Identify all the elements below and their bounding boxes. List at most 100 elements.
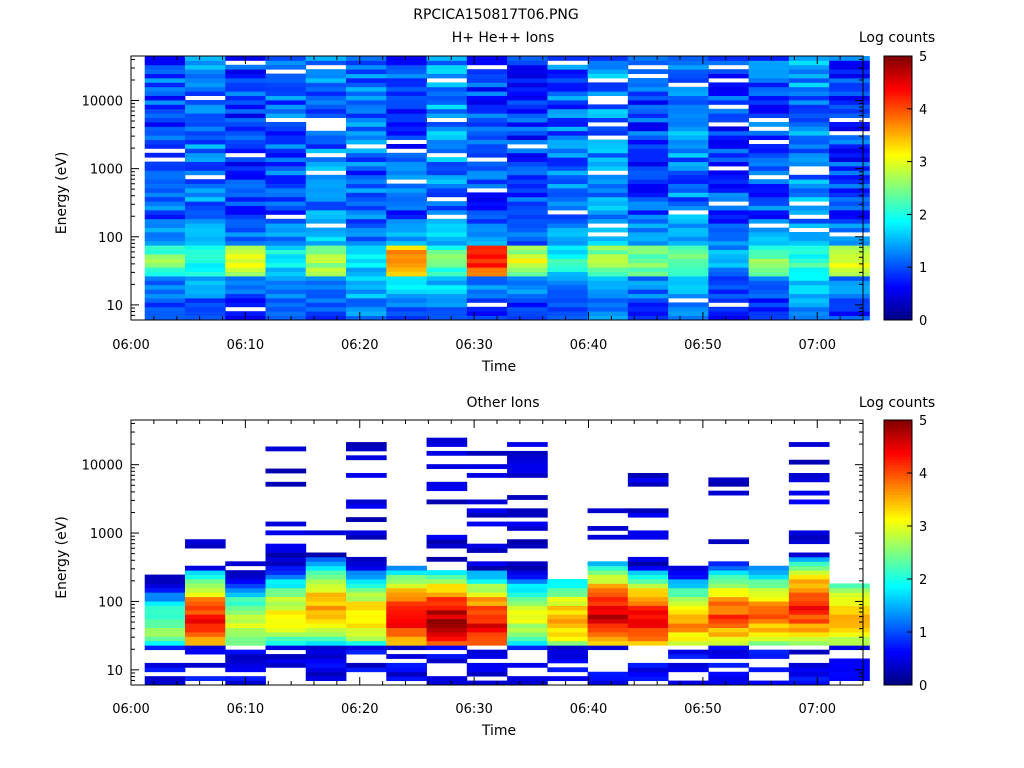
- heatmap-cell: [265, 284, 307, 290]
- heatmap-cell: [466, 293, 508, 299]
- heatmap-cell: [668, 201, 709, 206]
- heatmap-cell: [507, 526, 548, 531]
- heatmap-cell: [144, 258, 186, 264]
- heatmap-cell: [708, 609, 750, 615]
- colorbar-swatch: [884, 538, 912, 543]
- heatmap-cell: [225, 82, 266, 88]
- heatmap-cell: [466, 210, 508, 215]
- heatmap-cell: [829, 676, 870, 681]
- heatmap-cell: [587, 130, 629, 136]
- heatmap-cell: [346, 583, 387, 589]
- heatmap-cell: [748, 609, 790, 615]
- heatmap-cell: [466, 654, 508, 659]
- heatmap-cell: [627, 135, 669, 140]
- heatmap-cell: [386, 183, 427, 189]
- heatmap-cell: [507, 258, 548, 264]
- heatmap-cell: [708, 276, 750, 281]
- heatmap-cell: [587, 139, 629, 145]
- heatmap-cell: [426, 192, 468, 198]
- heatmap-cell: [265, 170, 307, 176]
- y-tick-label: 100: [98, 595, 123, 610]
- colorbar-swatch: [884, 554, 912, 559]
- heatmap-cell: [466, 450, 508, 456]
- heatmap-cell: [668, 570, 709, 575]
- heatmap-cell: [627, 640, 669, 646]
- heatmap-cell: [627, 254, 669, 259]
- heatmap-cell: [144, 284, 186, 290]
- x-tick-label: 07:00: [799, 338, 836, 353]
- heatmap-cell: [305, 298, 347, 303]
- heatmap-cell: [386, 645, 427, 651]
- heatmap-cell: [466, 170, 508, 176]
- heatmap-cell: [748, 130, 790, 136]
- heatmap-cell: [466, 636, 508, 642]
- heatmap-cell: [346, 534, 387, 540]
- heatmap-cell: [386, 144, 427, 149]
- heatmap-cell: [305, 174, 347, 180]
- heatmap-cell: [829, 592, 870, 598]
- heatmap-cell: [466, 82, 508, 88]
- heatmap-cell: [748, 587, 790, 593]
- heatmap-cell: [265, 574, 307, 580]
- heatmap-cell: [748, 91, 790, 96]
- heatmap-cell: [346, 113, 387, 118]
- heatmap-cell: [788, 78, 830, 83]
- figure-title: RPCICA150817T06.PNG: [413, 7, 578, 23]
- colorbar-swatch: [884, 637, 912, 641]
- heatmap-cell: [265, 60, 307, 66]
- colorbar-swatch: [884, 137, 912, 141]
- heatmap-cell: [426, 258, 468, 264]
- heatmap-cell: [346, 240, 387, 246]
- heatmap-cell: [426, 570, 468, 575]
- heatmap-cell: [829, 223, 870, 228]
- heatmap-cell: [184, 284, 226, 290]
- heatmap-cell: [547, 623, 588, 628]
- heatmap-cell: [708, 271, 750, 277]
- heatmap-cell: [305, 276, 347, 281]
- heatmap-cell: [466, 183, 508, 189]
- heatmap-cell: [225, 561, 266, 567]
- heatmap-cell: [225, 104, 266, 110]
- heatmap-cell: [829, 122, 870, 127]
- heatmap-cell: [346, 56, 387, 61]
- heatmap-cell: [305, 214, 347, 220]
- heatmap-cell: [386, 574, 427, 580]
- heatmap-cell: [305, 579, 347, 584]
- colorbar-swatch: [884, 266, 912, 271]
- heatmap-cell: [788, 592, 830, 598]
- heatmap-cell: [627, 530, 669, 536]
- heatmap-cell: [466, 640, 508, 646]
- colorbar-swatch: [884, 187, 912, 191]
- heatmap-cell: [507, 636, 548, 642]
- heatmap-cell: [144, 680, 186, 686]
- heatmap-cell: [426, 605, 468, 611]
- heatmap-cell: [225, 302, 266, 308]
- heatmap-cell: [466, 144, 508, 149]
- colorbar-swatch: [884, 211, 912, 215]
- heatmap-cell: [426, 680, 468, 686]
- heatmap-cell: [386, 249, 427, 255]
- heatmap-cell: [144, 130, 186, 136]
- heatmap-cell: [547, 605, 588, 611]
- heatmap-cell: [426, 201, 468, 206]
- heatmap-cell: [265, 201, 307, 206]
- colorbar-swatch: [884, 298, 912, 302]
- heatmap-cell: [144, 583, 186, 589]
- heatmap-cell: [305, 306, 347, 312]
- heatmap-cell: [305, 258, 347, 264]
- heatmap-cell: [225, 91, 266, 96]
- colorbar-swatch: [884, 573, 912, 577]
- heatmap-cell: [265, 556, 307, 562]
- heatmap-cell: [225, 579, 266, 584]
- heatmap-cell: [507, 676, 548, 681]
- heatmap-cell: [547, 658, 588, 664]
- heatmap-cell: [184, 632, 226, 637]
- heatmap-cell: [265, 223, 307, 228]
- heatmap-cell: [184, 596, 226, 602]
- heatmap-cell: [788, 552, 830, 558]
- colorbar-swatch: [884, 647, 912, 651]
- colorbar-swatch: [884, 419, 912, 423]
- heatmap-cell: [547, 284, 588, 290]
- heatmap-cell: [708, 100, 750, 105]
